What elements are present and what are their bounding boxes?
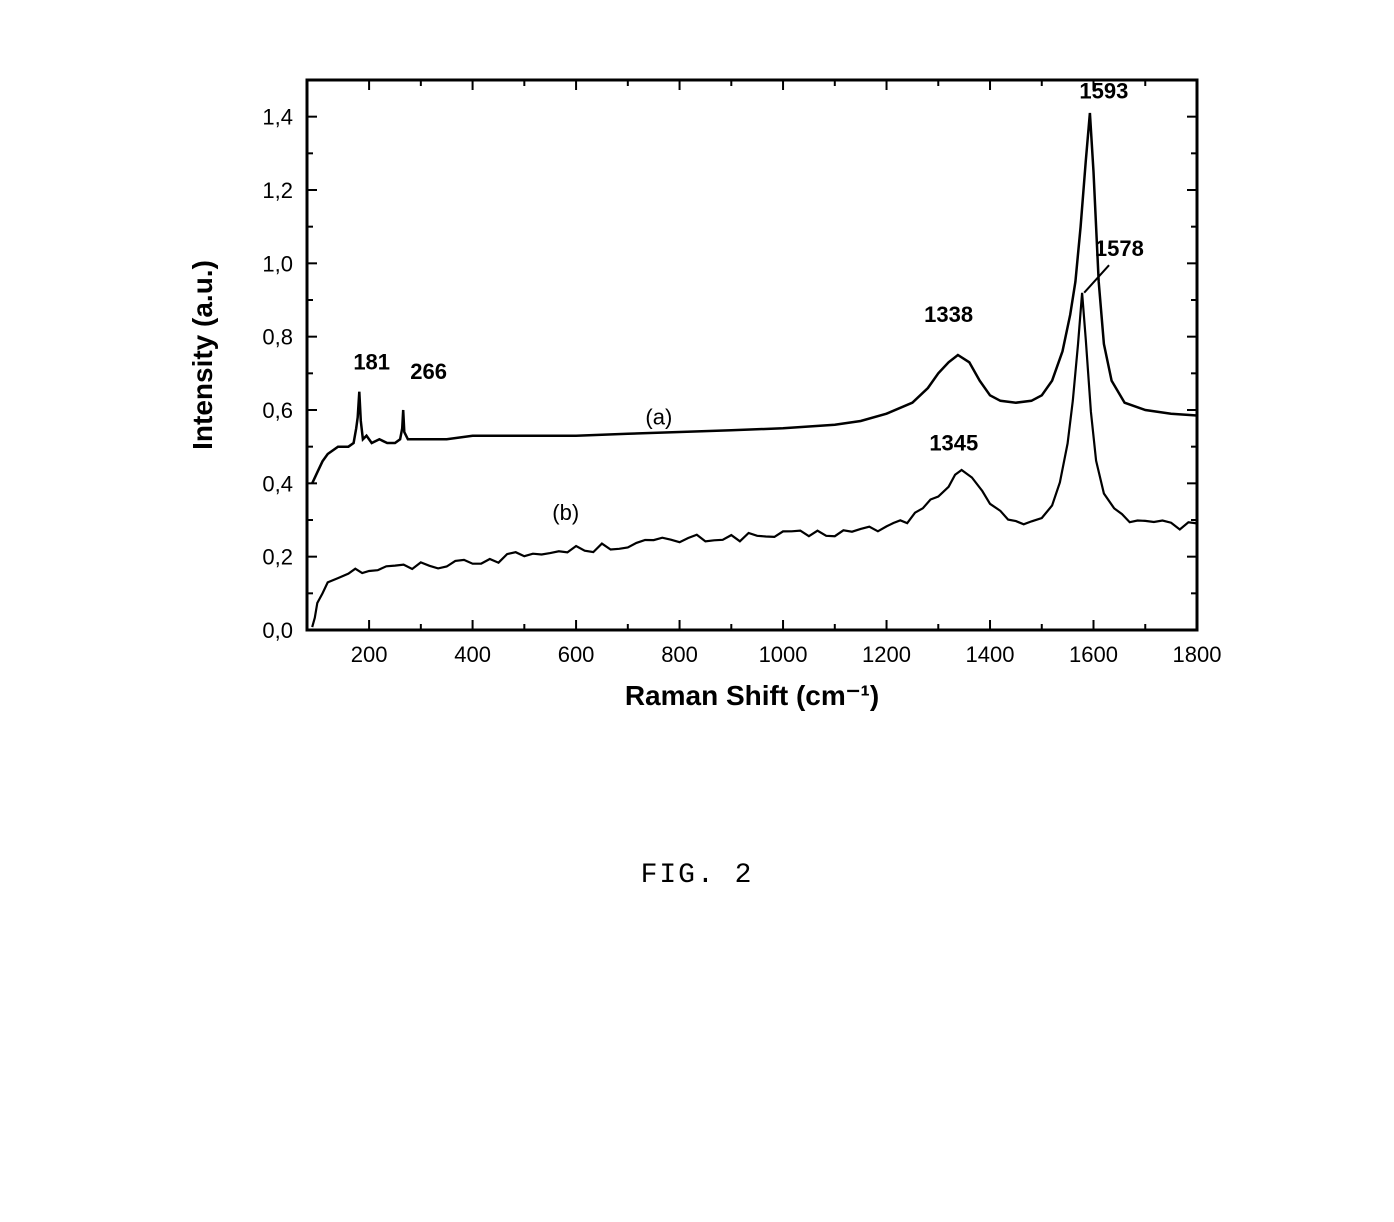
- svg-text:1400: 1400: [966, 642, 1015, 667]
- peak-label-266: 266: [410, 359, 447, 384]
- svg-text:800: 800: [661, 642, 698, 667]
- series-label-a: (a): [645, 405, 672, 430]
- peak-label-1593: 1593: [1079, 78, 1128, 103]
- chart-svg: 200 400 600 800 1000 1200 1400 1600 1800 0,0 0,2 0,…: [147, 40, 1247, 760]
- svg-text:1,4: 1,4: [262, 105, 293, 130]
- svg-text:Raman Shift (cm⁻¹): Raman Shift (cm⁻¹): [625, 680, 879, 711]
- svg-text:0,2: 0,2: [262, 545, 293, 570]
- svg-text:Intensity (a.u.): Intensity (a.u.): [187, 260, 218, 450]
- leader-line-0: [1084, 265, 1109, 293]
- svg-text:0,0: 0,0: [262, 618, 293, 643]
- svg-text:400: 400: [454, 642, 491, 667]
- svg-text:0,6: 0,6: [262, 398, 293, 423]
- svg-text:1800: 1800: [1173, 642, 1222, 667]
- figure-caption: FIG. 2: [147, 860, 1247, 891]
- svg-text:0,4: 0,4: [262, 471, 293, 496]
- svg-text:1600: 1600: [1069, 642, 1118, 667]
- series-a: [312, 113, 1197, 483]
- raman-chart: 200 400 600 800 1000 1200 1400 1600 1800 0,0 0,2 0,…: [147, 40, 1247, 760]
- peak-label-1338: 1338: [924, 302, 973, 327]
- peak-label-181: 181: [353, 350, 390, 375]
- svg-text:0,8: 0,8: [262, 325, 293, 350]
- svg-text:200: 200: [351, 642, 388, 667]
- peak-label-1578: 1578: [1095, 236, 1144, 261]
- svg-text:600: 600: [558, 642, 595, 667]
- peak-label-1345: 1345: [929, 430, 978, 455]
- svg-text:1200: 1200: [862, 642, 911, 667]
- svg-text:1,0: 1,0: [262, 251, 293, 276]
- figure-container: 200 400 600 800 1000 1200 1400 1600 1800 0,0 0,2 0,…: [147, 40, 1247, 891]
- svg-text:1,2: 1,2: [262, 178, 293, 203]
- svg-text:1000: 1000: [759, 642, 808, 667]
- series-label-b: (b): [552, 500, 579, 525]
